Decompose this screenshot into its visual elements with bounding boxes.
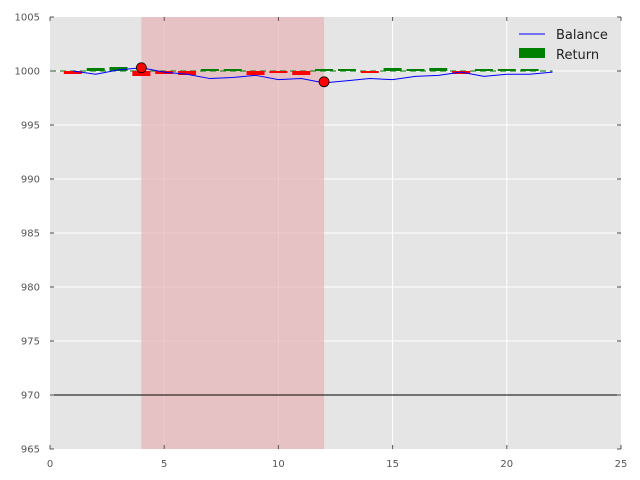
x-tick-label: 5 <box>161 459 167 470</box>
return-bar-positive <box>383 68 402 71</box>
return-bar-positive <box>429 68 448 71</box>
y-tick-label: 985 <box>21 229 40 240</box>
y-tick-layer: 965 970 975 980 985 990 995 1000 1005 <box>15 13 621 456</box>
y-tick-label: 995 <box>21 121 40 132</box>
y-tick-label: 980 <box>21 283 40 294</box>
highlight-marker <box>135 62 147 74</box>
return-bar-positive <box>109 67 128 71</box>
return-bar-positive <box>337 69 356 71</box>
x-tick-layer: 0 5 10 15 20 25 <box>47 17 628 470</box>
return-bar-negative <box>360 71 379 73</box>
return-bar-negative <box>63 71 82 74</box>
return-bar-positive <box>223 69 242 71</box>
y-tick-label: 975 <box>21 337 40 348</box>
x-tick-label: 20 <box>500 459 513 470</box>
legend: Balance Return <box>519 28 608 63</box>
return-bar-negative <box>132 71 151 76</box>
legend-return-label: Return <box>556 48 599 63</box>
return-bar-positive <box>406 69 425 71</box>
y-tick-label: 1000 <box>15 67 40 78</box>
legend-return-swatch <box>519 48 545 58</box>
return-bar-negative <box>269 71 288 73</box>
y-tick-label: 1005 <box>15 13 40 24</box>
return-bar-negative <box>292 71 311 75</box>
balance-series-layer <box>72 67 553 84</box>
y-tick-label: 970 <box>21 391 40 402</box>
return-bar-negative <box>246 71 265 75</box>
return-bar-positive <box>315 69 334 71</box>
return-bar-positive <box>520 69 539 71</box>
legend-balance-label: Balance <box>556 28 608 43</box>
y-tick-label: 990 <box>21 175 40 186</box>
shaded-region <box>141 17 325 449</box>
return-bar-negative <box>178 71 197 75</box>
return-bar-positive <box>200 69 219 71</box>
return-bar-positive <box>474 69 493 71</box>
highlight-marker <box>318 76 330 88</box>
x-tick-label: 15 <box>386 459 399 470</box>
return-bar-positive <box>497 69 516 71</box>
y-tick-label: 965 <box>21 445 40 456</box>
x-tick-label: 25 <box>615 459 628 470</box>
x-tick-label: 10 <box>272 459 285 470</box>
return-bar-positive <box>86 68 105 71</box>
x-tick-label: 0 <box>47 459 53 470</box>
marker-layer <box>135 62 330 88</box>
balance-line <box>72 67 553 84</box>
shaded-region-layer <box>141 17 325 449</box>
